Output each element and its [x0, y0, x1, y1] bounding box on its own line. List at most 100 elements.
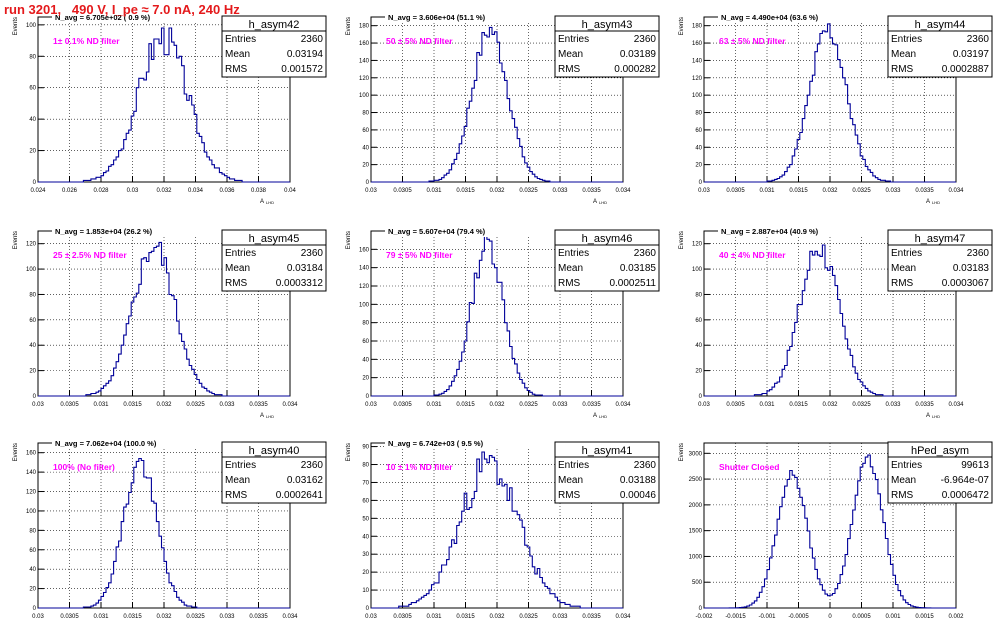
y-tick-label: 20 [29, 149, 36, 155]
y-tick-label: 80 [29, 292, 36, 298]
histogram-line [371, 231, 623, 397]
stat-rms-value: 0.0002511 [609, 278, 656, 289]
y-tick-label: 20 [362, 376, 369, 382]
stat-mean-label: Mean [225, 475, 250, 486]
x-tick-label: 0.0325 [186, 614, 205, 620]
x-tick-label: 0.031 [759, 188, 775, 194]
y-tick-label: 80 [29, 54, 36, 60]
stat-rms-value: 0.00046 [620, 490, 657, 501]
stat-rms-label: RMS [891, 490, 914, 501]
stats-box [887, 441, 993, 504]
x-tick-label: 0.0335 [582, 188, 601, 194]
y-tick-label: 80 [362, 463, 369, 469]
y-tick-label: 60 [29, 318, 36, 324]
x-tick-label: 0.032 [489, 614, 505, 620]
x-tick-label: -0.001 [758, 614, 776, 620]
x-tick-label: 0.03 [365, 614, 377, 620]
histogram-panel-hPed_asym: -0.002 -0.0015 -0.001 -0.0005 0 0.0005 0.001 0.… [679, 441, 993, 627]
y-tick-label: 10 [362, 588, 369, 594]
stat-mean-value: 0.03189 [620, 49, 657, 60]
stat-rms-value: 0.0002641 [276, 490, 324, 501]
y-tick-label: 1000 [689, 554, 703, 560]
y-tick-label: 120 [359, 284, 370, 290]
y-tick-label: 40 [695, 145, 702, 151]
stats-box [554, 15, 660, 78]
y-tick-label: 0 [699, 606, 703, 612]
y-tick-label: 20 [362, 570, 369, 576]
y-axis-label: Events [679, 17, 685, 35]
y-tick-label: 20 [695, 369, 702, 375]
y-tick-label: 2000 [689, 503, 703, 509]
y-tick-label: 0 [33, 394, 37, 400]
x-tick-label: 0.031 [93, 614, 109, 620]
x-tick-label: 0.033 [219, 614, 235, 620]
stat-mean-value: 0.03185 [620, 263, 657, 274]
navg-label: N_avg = 6.705e+02 ( 0.9 %) [55, 13, 151, 22]
x-tick-label: 0.03 [365, 402, 377, 408]
stats-box [221, 229, 327, 292]
y-tick-label: 80 [695, 292, 702, 298]
x-tick-label: -0.0005 [788, 614, 809, 620]
y-tick-label: 0 [699, 394, 703, 400]
histogram-panel-h_asym42: 0.024 0.026 0.028 0.03 0.032 0.034 0.036 0.038 0… [13, 12, 327, 205]
stats-box [221, 441, 327, 504]
y-axis-label: Events [346, 443, 352, 461]
stat-entries-value: 2360 [967, 248, 990, 259]
x-tick-label: 0.0005 [852, 614, 871, 620]
navg-box [385, 438, 555, 449]
x-tick-label: 0.0315 [123, 614, 142, 620]
x-tick-label: 0.03 [32, 402, 44, 408]
stat-mean-value: 0.03197 [953, 49, 990, 60]
x-tick-label: 0.0325 [852, 188, 871, 194]
x-tick-label: 0.0305 [393, 402, 412, 408]
stat-entries-label: Entries [225, 460, 256, 471]
y-tick-label: 500 [692, 580, 703, 586]
y-tick-label: 120 [692, 242, 703, 248]
y-tick-label: 180 [692, 24, 703, 30]
histogram-line [704, 454, 956, 609]
x-tick-label: 0.0315 [123, 402, 142, 408]
x-tick-label: 0.0305 [726, 402, 745, 408]
navg-label: N_avg = 4.490e+04 (63.6 %) [721, 13, 819, 22]
stat-rms-label: RMS [558, 64, 581, 75]
filter-label: 79 ± 5% ND filter [386, 250, 453, 260]
y-tick-label: 120 [26, 490, 37, 496]
x-tick-label: 0.033 [552, 188, 568, 194]
x-tick-label: 0.033 [552, 614, 568, 620]
stat-entries-value: 2360 [634, 460, 657, 471]
y-tick-label: 0 [366, 394, 370, 400]
y-tick-label: 140 [692, 58, 703, 64]
y-tick-label: 60 [695, 318, 702, 324]
y-tick-label: 2500 [689, 477, 703, 483]
y-tick-label: 80 [362, 321, 369, 327]
histogram-panel-h_asym45: 0.03 0.0305 0.031 0.0315 0.032 0.0325 0.033 0.0… [13, 226, 327, 419]
navg-box [385, 226, 555, 237]
y-tick-label: 100 [26, 267, 37, 273]
x-tick-label: 0.031 [426, 614, 442, 620]
x-tick-label: 0.03 [698, 188, 710, 194]
navg-label: N_avg = 7.062e+04 (100.0 %) [55, 439, 157, 448]
x-tick-label: 0.034 [615, 188, 631, 194]
x-tick-label: 0.034 [615, 614, 631, 620]
histogram-name: h_asym46 [582, 233, 633, 245]
navg-box [718, 226, 888, 237]
y-tick-label: 60 [695, 128, 702, 134]
navg-box [718, 12, 888, 23]
filter-label: 10 ± 1% ND filter [386, 462, 453, 472]
stat-rms-label: RMS [558, 278, 581, 289]
stat-mean-label: Mean [558, 49, 583, 60]
x-tick-label: 0.024 [30, 188, 46, 194]
y-tick-label: 60 [362, 498, 369, 504]
histogram-name: h_asym41 [582, 445, 633, 457]
stat-entries-value: 99613 [961, 460, 989, 471]
y-tick-label: 140 [26, 470, 37, 476]
stat-entries-value: 2360 [301, 34, 324, 45]
x-tick-label: 0.034 [948, 402, 964, 408]
stat-entries-value: 2360 [634, 248, 657, 259]
navg-label: N_avg = 2.887e+04 (40.9 %) [721, 227, 819, 236]
filter-label: 63 ± 5% ND filter [719, 36, 786, 46]
x-axis-label: A LHD [260, 199, 274, 205]
stat-entries-value: 2360 [634, 34, 657, 45]
x-tick-label: 0.031 [759, 402, 775, 408]
x-tick-label: 0.033 [885, 402, 901, 408]
